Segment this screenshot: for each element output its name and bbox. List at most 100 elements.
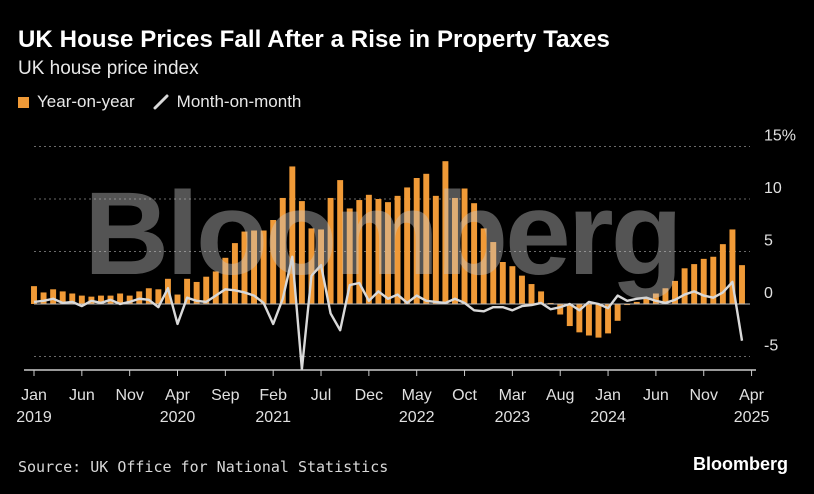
bar-yoy bbox=[241, 231, 248, 304]
bar-yoy bbox=[719, 244, 726, 304]
bar-yoy bbox=[643, 297, 650, 304]
y-axis-labels: 15% 10 5 0 -5 bbox=[764, 128, 796, 355]
bar-yoy bbox=[662, 288, 669, 304]
y-tick-label: 10 bbox=[764, 180, 782, 197]
x-tick-label: Jun bbox=[643, 387, 669, 404]
bar-yoy bbox=[691, 264, 698, 304]
bar-yoy bbox=[605, 304, 612, 334]
bar-yoy bbox=[538, 291, 545, 304]
bar-yoy bbox=[413, 178, 420, 304]
bar-yoy bbox=[270, 220, 277, 304]
x-tick-label: Nov bbox=[115, 387, 143, 404]
x-tick-label: Oct bbox=[452, 387, 477, 404]
x-tick-label: Jan bbox=[21, 387, 47, 404]
bar-yoy bbox=[385, 202, 391, 304]
bar-yoy bbox=[652, 293, 659, 304]
legend-label-yoy: Year-on-year bbox=[37, 92, 135, 111]
bar-yoy bbox=[672, 280, 678, 304]
bar-yoy bbox=[624, 304, 631, 306]
bar-yoy bbox=[404, 187, 411, 304]
x-tick-label: Sep bbox=[211, 387, 240, 404]
bar-yoy bbox=[595, 304, 602, 338]
bar-yoy bbox=[681, 268, 688, 304]
y-tick-label: 5 bbox=[764, 233, 773, 250]
bar-yoy bbox=[566, 304, 573, 327]
bar-series-yoy bbox=[31, 161, 745, 338]
x-axis: Jan 2019 Jun Nov Apr 2020 Sep Feb 2021 Jul Dec May 2… bbox=[16, 369, 770, 426]
bar-yoy bbox=[203, 276, 210, 304]
bar-yoy bbox=[375, 199, 382, 304]
bar-yoy bbox=[710, 256, 717, 304]
y-tick-label: 15% bbox=[764, 128, 796, 145]
line-swatch-icon bbox=[153, 94, 169, 110]
bar-yoy bbox=[633, 301, 640, 304]
chart-title: UK House Prices Fall After a Rise in Pro… bbox=[18, 26, 610, 53]
bar-yoy bbox=[117, 293, 124, 304]
bar-yoy bbox=[509, 266, 516, 304]
bar-yoy bbox=[739, 265, 745, 304]
x-tick-year: 2022 bbox=[399, 409, 435, 426]
x-tick-label: Apr bbox=[739, 387, 765, 404]
x-tick-label: Jul bbox=[311, 387, 331, 404]
bar-yoy bbox=[442, 161, 449, 304]
bar-yoy bbox=[40, 292, 47, 304]
bar-yoy bbox=[337, 180, 344, 304]
x-tick-year: 2019 bbox=[16, 409, 52, 426]
y-tick-label: 0 bbox=[764, 285, 773, 302]
bar-yoy bbox=[461, 188, 468, 304]
legend-item-yoy: Year-on-year bbox=[18, 92, 135, 112]
bar-yoy bbox=[155, 289, 162, 304]
x-tick-label: May bbox=[402, 387, 432, 404]
bar-yoy bbox=[174, 294, 181, 304]
bar-yoy bbox=[289, 166, 296, 304]
bar-yoy bbox=[423, 173, 430, 304]
bar-yoy bbox=[547, 302, 554, 304]
x-tick-year: 2024 bbox=[590, 409, 626, 426]
bar-yoy bbox=[222, 257, 229, 304]
bar-yoy bbox=[729, 229, 736, 304]
bar-yoy bbox=[298, 201, 305, 304]
bar-yoy bbox=[614, 304, 621, 321]
x-tick-label: Mar bbox=[499, 387, 527, 404]
brand-logo: Bloomberg bbox=[692, 454, 788, 474]
grid-lines bbox=[34, 146, 750, 357]
x-tick-label: Dec bbox=[355, 387, 383, 404]
bar-yoy bbox=[518, 275, 525, 304]
bar-yoy bbox=[50, 289, 57, 304]
bar-yoy bbox=[471, 203, 478, 304]
x-tick-label: Feb bbox=[259, 387, 287, 404]
x-tick-label: Jan bbox=[595, 387, 621, 404]
bar-yoy bbox=[184, 278, 191, 304]
x-tick-year: 2025 bbox=[734, 409, 770, 426]
bar-yoy bbox=[31, 286, 37, 304]
line-series-mom bbox=[33, 255, 744, 371]
bar-yoy bbox=[279, 197, 286, 304]
bar-yoy bbox=[98, 295, 104, 304]
bar-yoy bbox=[365, 194, 372, 304]
bar-yoy bbox=[356, 200, 363, 304]
bar-yoy bbox=[576, 304, 583, 333]
bar-swatch-icon bbox=[18, 96, 29, 108]
bar-yoy bbox=[432, 195, 439, 304]
legend: Year-on-year Month-on-month bbox=[18, 92, 319, 112]
bar-yoy bbox=[78, 295, 85, 304]
legend-label-mom: Month-on-month bbox=[176, 92, 302, 111]
x-tick-year: 2023 bbox=[495, 409, 531, 426]
bar-yoy bbox=[452, 197, 458, 304]
x-tick-year: 2021 bbox=[255, 409, 291, 426]
y-tick-label: -5 bbox=[764, 338, 778, 355]
bar-yoy bbox=[145, 288, 152, 304]
bar-yoy bbox=[260, 230, 267, 304]
bar-yoy bbox=[499, 262, 506, 304]
bar-yoy bbox=[126, 295, 133, 304]
legend-item-mom: Month-on-month bbox=[153, 92, 302, 112]
bar-yoy bbox=[327, 197, 334, 304]
bar-yoy bbox=[231, 243, 238, 304]
x-tick-label: Nov bbox=[690, 387, 718, 404]
bar-yoy bbox=[700, 258, 707, 304]
bar-yoy bbox=[528, 284, 535, 304]
bar-yoy bbox=[308, 228, 315, 304]
bar-yoy bbox=[212, 271, 219, 304]
x-tick-label: Jun bbox=[69, 387, 95, 404]
